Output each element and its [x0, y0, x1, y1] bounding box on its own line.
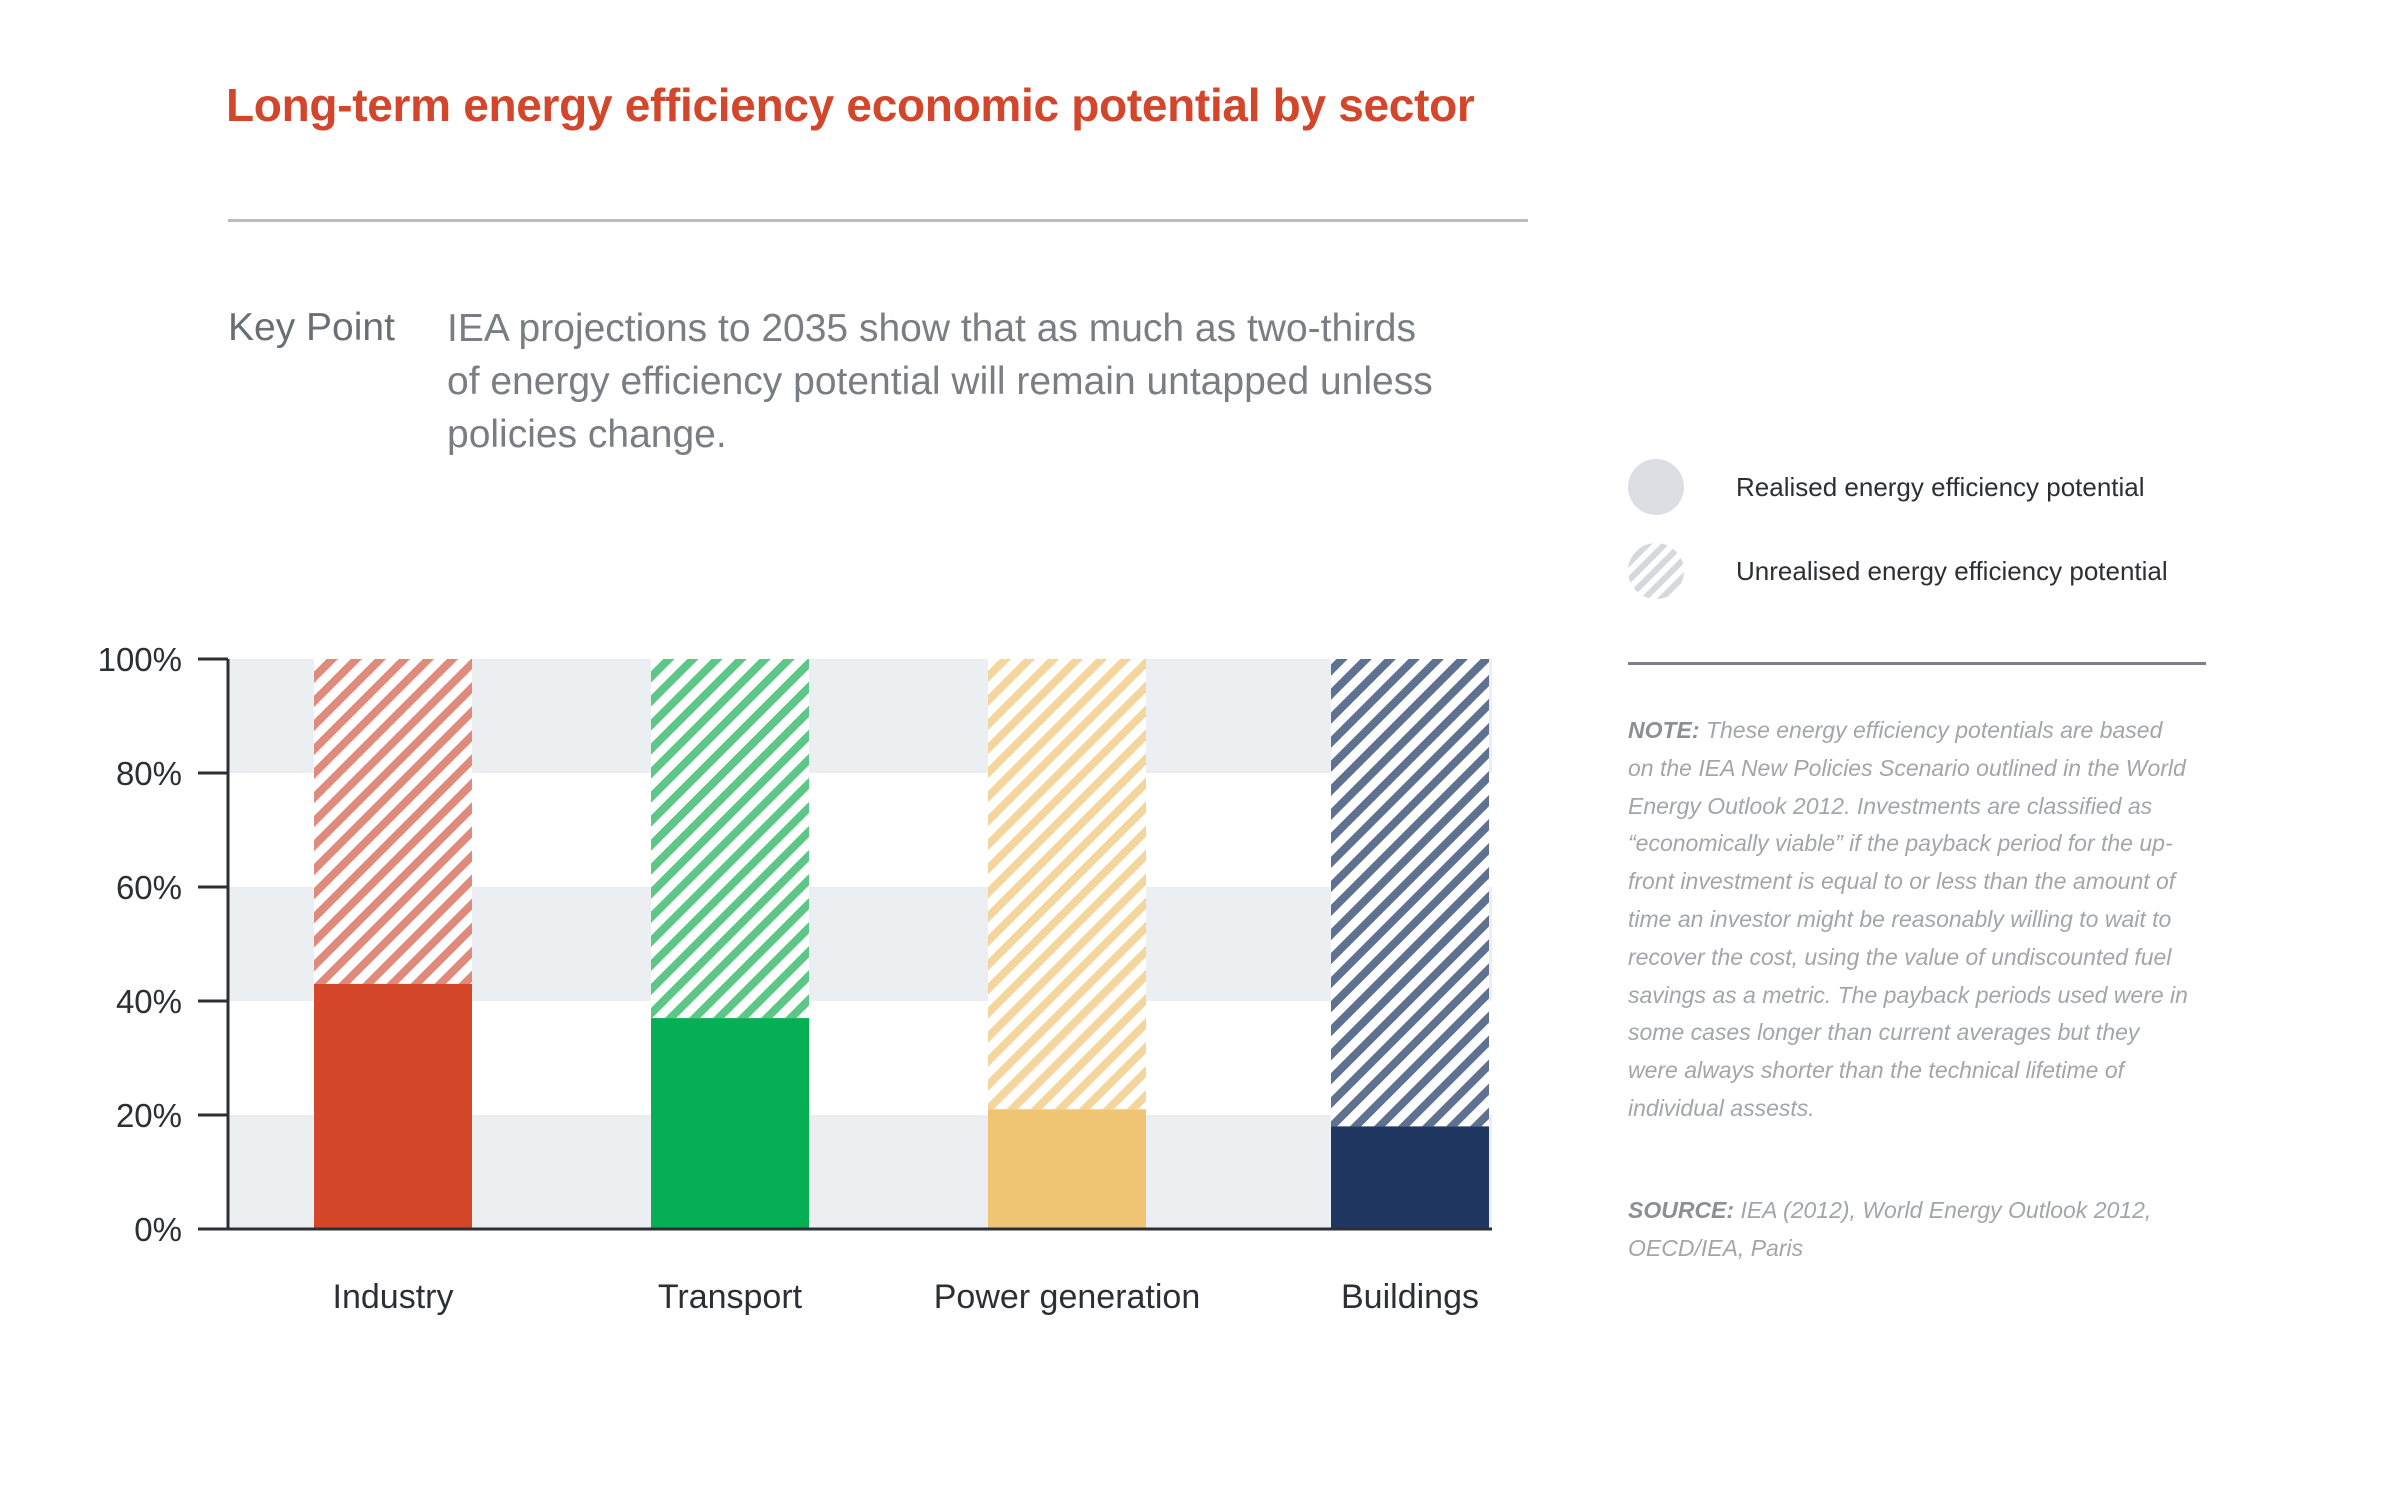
- legend-item-unrealised: Unrealised energy efficiency potential: [1628, 541, 2168, 601]
- y-tick-label: 100%: [98, 641, 182, 678]
- bar-unrealised-industry: [314, 659, 472, 984]
- y-tick-label: 40%: [116, 983, 182, 1020]
- bar-realised-industry: [314, 983, 472, 1229]
- source-block: SOURCE: IEA (2012), World Energy Outlook…: [1628, 1192, 2188, 1268]
- legend-divider: [1628, 662, 2206, 665]
- title-divider: [228, 219, 1528, 222]
- x-tick-label: Industry: [333, 1278, 454, 1316]
- source-text: IEA (2012), World Energy Outlook 2012, O…: [1628, 1197, 2152, 1261]
- y-tick-label: 80%: [116, 755, 182, 792]
- x-tick-label: Power generation: [934, 1278, 1201, 1316]
- legend-swatch-realised: [1628, 459, 1684, 515]
- note-block: NOTE: These energy efficiency potentials…: [1628, 712, 2188, 1128]
- bar-unrealised-buildings: [1331, 659, 1489, 1127]
- legend-item-realised: Realised energy efficiency potential: [1628, 457, 2145, 517]
- legend-label-unrealised: Unrealised energy efficiency potential: [1736, 555, 2168, 586]
- key-point-text: IEA projections to 2035 show that as muc…: [447, 307, 1433, 456]
- key-point-label: Key Point: [228, 306, 395, 349]
- source-label: SOURCE:: [1628, 1197, 1735, 1223]
- x-tick-label: Buildings: [1341, 1278, 1479, 1316]
- y-tick-label: 20%: [116, 1097, 182, 1134]
- chart-title: Long-term energy efficiency economic pot…: [226, 79, 1475, 131]
- y-tick-label: 60%: [116, 869, 182, 906]
- legend-label-realised: Realised energy efficiency potential: [1736, 471, 2145, 502]
- note-label: NOTE:: [1628, 717, 1700, 743]
- legend-swatch-unrealised: [1628, 543, 1684, 599]
- bar-realised-transport: [651, 1018, 809, 1229]
- bar-realised-buildings: [1331, 1126, 1489, 1229]
- bar-realised-power-generation: [988, 1109, 1146, 1229]
- bar-unrealised-transport: [651, 659, 809, 1019]
- x-tick-label: Transport: [658, 1278, 803, 1316]
- note-text: These energy efficiency potentials are b…: [1628, 717, 2188, 1121]
- y-tick-label: 0%: [134, 1211, 182, 1248]
- bar-unrealised-power-generation: [988, 659, 1146, 1110]
